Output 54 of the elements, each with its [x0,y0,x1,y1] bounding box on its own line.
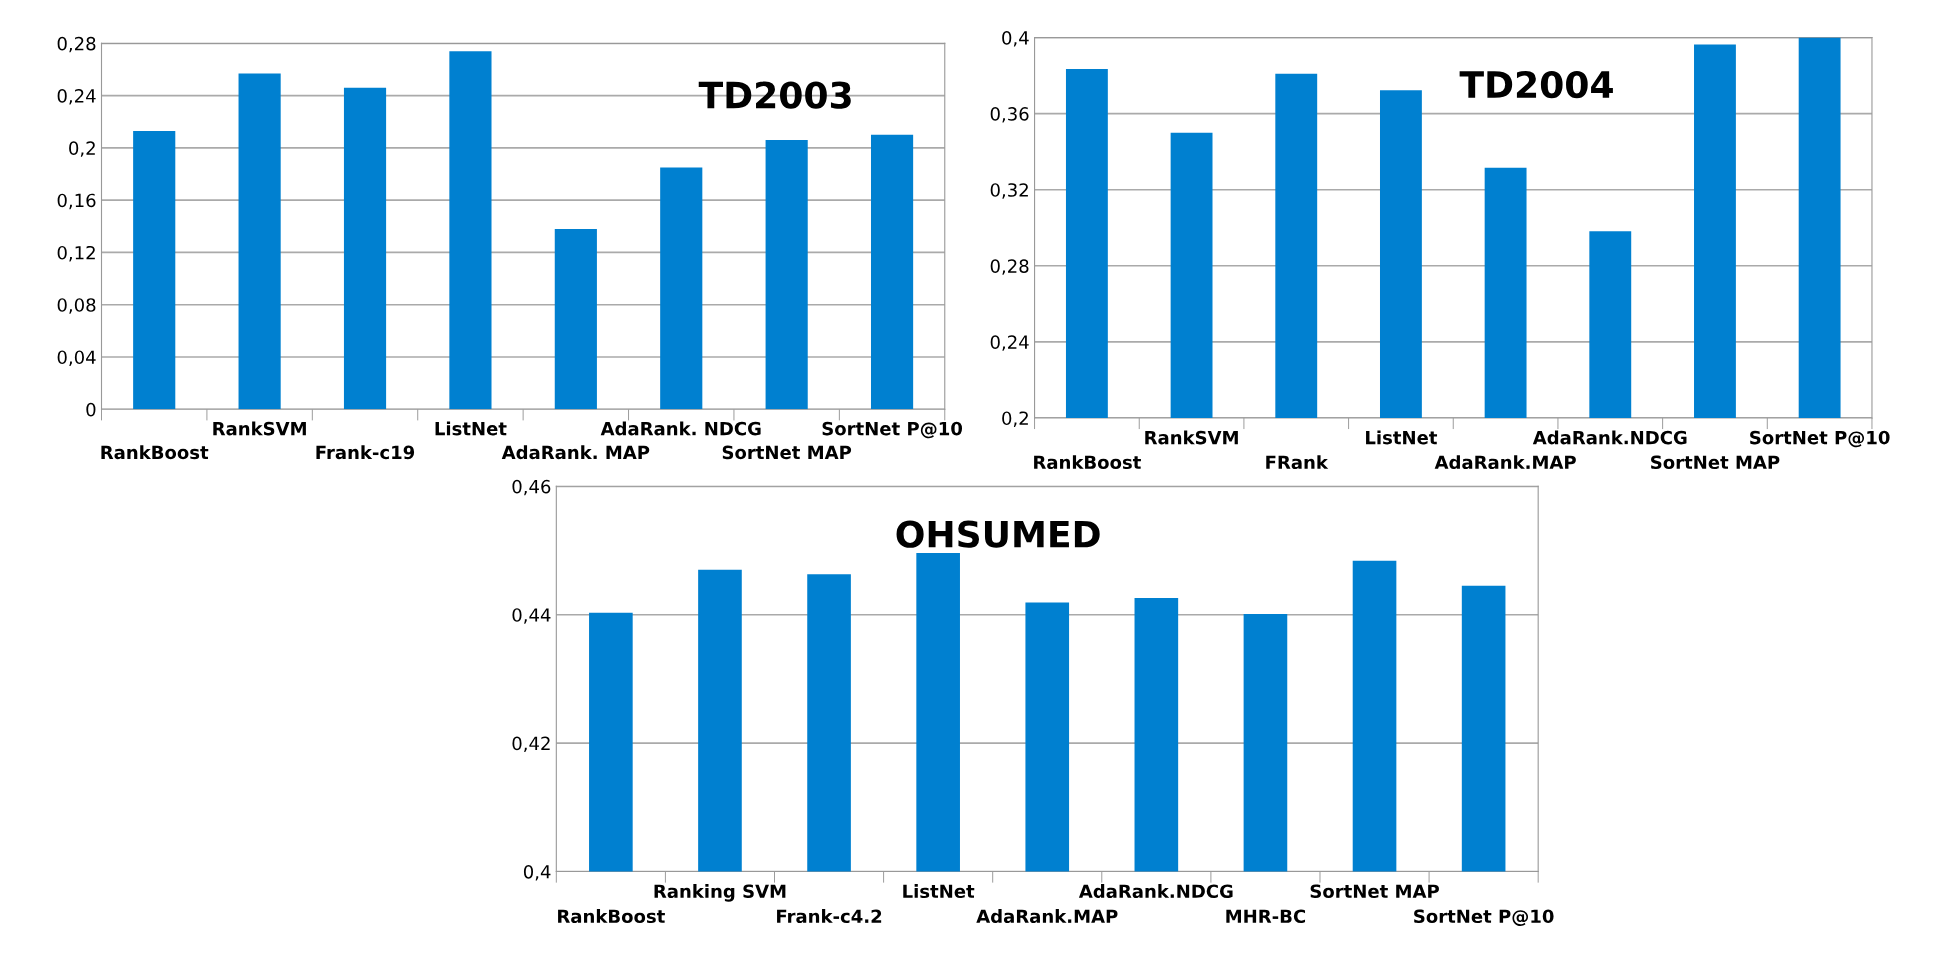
bar [660,167,703,410]
text: TD2004 [1459,70,1613,99]
y-tick-label: 0,36 [990,107,1029,123]
x-tick-label: RankSVM [1145,430,1238,445]
x-tick-label: SortNet P@10 [1414,909,1554,926]
y-tick-label: 0,12 [57,245,95,262]
y-tick-label: 0 [86,402,96,417]
x-tick-label: SortNet P@10 [1750,430,1890,448]
x-tick-label: AdaRank.MAP [1434,455,1576,470]
x-tick-label: SortNet MAP [722,445,852,460]
y-tick-label: 0,28 [57,36,96,53]
x-tick-label: SortNet MAP [1651,455,1780,470]
y-tick-label: 0,4 [1002,31,1029,47]
bar [238,73,281,410]
y-tick-label: 0,24 [990,335,1029,351]
x-tick-label: AdaRank.NDCG [1532,430,1687,445]
x-tick-label: Ranking SVM [654,884,786,902]
y-tick-label: 0,46 [512,479,551,496]
y-tick-label: 0,4 [523,864,551,881]
x-tick-label: SortNet MAP [1310,884,1439,899]
bar [133,130,176,410]
y-tick-label: 0,24 [57,89,96,105]
y-tick-label: 0,16 [57,193,96,210]
y-tick-label: 0,44 [512,608,551,624]
x-tick-label: ListNet [435,421,507,436]
x-tick-label: AdaRank.MAP [976,909,1118,924]
x-tick-label: ListNet [903,884,975,899]
x-tick-label: SortNet P@10 [822,421,963,439]
bar [765,140,808,410]
bar [343,87,387,410]
x-tick-label: RankBoost [101,445,209,460]
bar [870,134,914,410]
x-tick-label: Frank-c19 [316,445,415,460]
text: TD2003 [698,81,851,109]
x-tick-label: FRank [1266,455,1329,470]
x-tick-label: RankSVM [213,421,306,436]
bar [554,228,597,410]
x-tick-label: RankBoost [1034,455,1141,470]
text: OHSUMED [896,520,1100,548]
y-tick-label: 0,32 [990,183,1028,199]
x-tick-label: Frank-c4.2 [777,909,882,924]
y-tick-label: 0,08 [57,298,96,314]
bar [449,51,492,410]
y-tick-label: 0,28 [990,259,1029,275]
y-tick-label: 0,42 [512,736,550,753]
y-tick-label: 0,2 [69,141,95,157]
x-tick-label: AdaRank. MAP [501,445,650,460]
x-tick-label: MHR-BC [1226,909,1306,924]
x-tick-label: ListNet [1366,430,1438,445]
y-tick-label: 0,04 [57,350,96,366]
x-tick-label: AdaRank.NDCG [1078,884,1233,899]
x-tick-label: AdaRank. NDCG [600,421,761,436]
x-tick-label: RankBoost [558,909,665,924]
y-tick-label: 0,2 [1002,411,1028,427]
